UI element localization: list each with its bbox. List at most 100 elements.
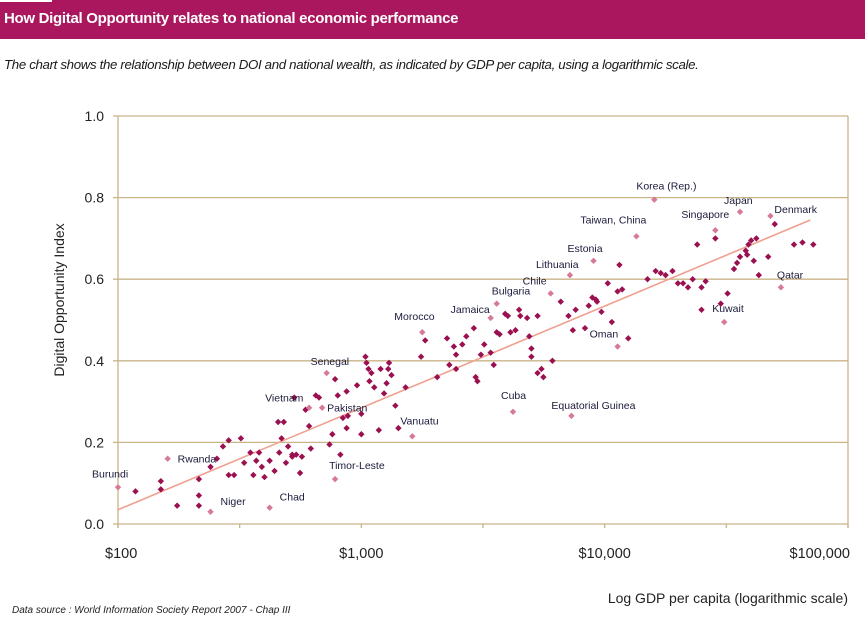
x-tick-label: $1,000 xyxy=(339,546,383,562)
data-point xyxy=(261,473,268,481)
y-tick-label: 0.6 xyxy=(85,271,105,287)
y-tick-label: 0.2 xyxy=(85,434,105,450)
data-point xyxy=(358,431,365,438)
data-point xyxy=(747,237,755,244)
data-point xyxy=(755,271,763,279)
data-point xyxy=(344,412,352,420)
data-point xyxy=(207,463,214,471)
data-point xyxy=(271,467,278,475)
data-point xyxy=(557,298,564,305)
data-point xyxy=(771,220,778,228)
data-point xyxy=(528,345,535,352)
data-point xyxy=(598,308,605,316)
data-point xyxy=(278,435,285,442)
y-tick-label: 0.4 xyxy=(85,353,105,369)
point-label: Burundi xyxy=(92,468,128,480)
highlighted-point xyxy=(767,212,774,220)
grid-layer xyxy=(118,115,848,444)
data-point xyxy=(604,280,611,287)
data-point xyxy=(402,384,409,391)
data-point xyxy=(157,486,165,493)
data-point xyxy=(593,298,601,305)
point-label: Vanuatu xyxy=(400,415,438,427)
data-point xyxy=(307,445,315,452)
data-point xyxy=(230,471,238,479)
data-point xyxy=(213,455,221,462)
highlighted-point xyxy=(487,314,494,322)
highlighted-point xyxy=(409,433,416,440)
highlighted-point xyxy=(712,227,719,234)
x-tick-label: $100,000 xyxy=(790,546,850,562)
data-point xyxy=(517,312,524,320)
chart-subtitle: The chart shows the relationship between… xyxy=(4,57,699,72)
data-point xyxy=(237,435,245,442)
data-point xyxy=(173,502,181,509)
data-point xyxy=(132,488,139,495)
data-point xyxy=(526,333,533,340)
data-point xyxy=(157,477,165,485)
point-label: Timor-Leste xyxy=(329,460,385,472)
data-point xyxy=(368,369,375,377)
data-point xyxy=(702,278,709,285)
data-point xyxy=(585,302,592,309)
point-label: Taiwan, China xyxy=(580,214,646,226)
data-point xyxy=(326,441,333,448)
data-point xyxy=(750,257,757,265)
data-point xyxy=(652,267,659,275)
axis-layer: 0.0 0.2 0.4 0.6 0.8 1.0 $100 $1,000 $10,000 $100,… xyxy=(85,108,850,562)
data-point xyxy=(674,280,682,287)
data-point xyxy=(452,365,460,373)
point-label: Bulgaria xyxy=(492,286,531,298)
data-point xyxy=(742,247,749,254)
data-point xyxy=(343,424,350,432)
data-point xyxy=(534,312,541,320)
data-point xyxy=(608,318,616,326)
data-point xyxy=(266,457,273,464)
point-label: Cuba xyxy=(501,390,526,402)
data-point xyxy=(569,327,577,334)
data-point xyxy=(496,331,503,338)
data-point xyxy=(474,378,481,385)
point-label: Singapore xyxy=(681,209,729,221)
data-point xyxy=(549,357,556,364)
data-point xyxy=(375,426,383,434)
data-point xyxy=(504,312,512,320)
point-label: Morocco xyxy=(394,311,434,323)
data-point xyxy=(657,269,664,277)
data-point xyxy=(618,286,626,293)
data-point xyxy=(765,253,772,260)
data-point xyxy=(362,353,369,360)
data-point xyxy=(743,251,751,258)
data-point xyxy=(282,459,290,466)
data-point xyxy=(565,312,572,320)
highlighted-point xyxy=(721,318,728,326)
data-point xyxy=(693,241,701,248)
y-axis-title: Digital Opportunity Index xyxy=(51,223,67,376)
data-point xyxy=(507,329,514,336)
data-point xyxy=(745,241,752,248)
data-point xyxy=(225,471,232,479)
data-point xyxy=(421,337,429,344)
data-point xyxy=(315,394,323,401)
data-point xyxy=(523,314,531,322)
data-point xyxy=(280,418,287,426)
chart-title: How Digital Opportunity relates to natio… xyxy=(4,10,459,27)
data-point xyxy=(487,349,494,356)
data-point xyxy=(385,359,393,367)
data-point xyxy=(255,449,263,456)
data-point xyxy=(385,365,392,373)
data-point xyxy=(625,335,632,342)
data-point xyxy=(225,437,232,444)
data-point xyxy=(240,459,248,466)
data-point xyxy=(459,341,466,348)
data-point xyxy=(371,384,378,391)
highlighted-point xyxy=(419,329,426,336)
y-tick-label: 0.8 xyxy=(85,190,105,206)
data-point xyxy=(298,453,306,460)
highlighted-point xyxy=(323,369,330,377)
data-point xyxy=(365,365,372,373)
data-point xyxy=(662,271,669,279)
data-point xyxy=(195,492,203,499)
data-point xyxy=(219,443,227,450)
point-label: Chile xyxy=(523,275,547,287)
